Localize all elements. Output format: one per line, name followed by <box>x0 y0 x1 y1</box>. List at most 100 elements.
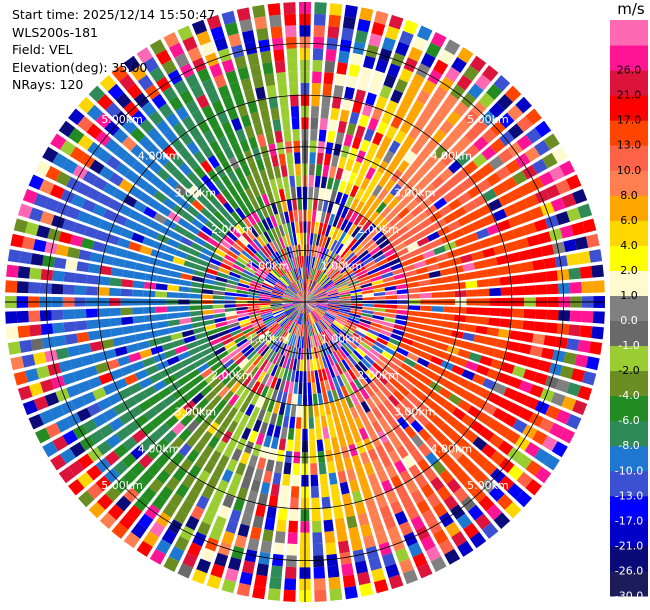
velocity-gate <box>159 367 173 379</box>
velocity-gate <box>315 291 326 297</box>
velocity-gate <box>384 412 396 426</box>
velocity-gate <box>157 387 172 400</box>
velocity-gate <box>372 458 384 473</box>
velocity-gate <box>332 376 340 389</box>
velocity-gate <box>299 359 304 372</box>
velocity-gate <box>187 224 200 236</box>
velocity-gate <box>463 65 480 82</box>
velocity-gate <box>368 81 381 95</box>
velocity-gate <box>325 542 337 555</box>
velocity-gate <box>293 299 305 302</box>
velocity-gate <box>252 4 266 19</box>
velocity-gate <box>149 220 163 232</box>
velocity-gate <box>283 260 290 272</box>
velocity-gate <box>212 464 225 479</box>
velocity-gate <box>410 141 424 155</box>
velocity-gate <box>312 285 322 295</box>
velocity-gate <box>357 512 370 527</box>
velocity-gate <box>167 277 181 285</box>
velocity-gate <box>157 328 171 337</box>
range-ring-label: 3.00km <box>175 186 217 199</box>
velocity-gate <box>354 329 366 338</box>
velocity-gate <box>515 435 531 451</box>
velocity-gate <box>248 454 259 468</box>
velocity-gate <box>318 320 326 331</box>
velocity-gate <box>350 52 363 67</box>
velocity-gate <box>355 125 366 139</box>
velocity-gate <box>331 154 340 168</box>
velocity-gate <box>478 92 495 109</box>
velocity-gate <box>320 332 327 344</box>
velocity-gate <box>532 430 548 446</box>
velocity-gate <box>188 248 201 258</box>
velocity-gate <box>313 566 326 579</box>
velocity-gate <box>427 231 440 242</box>
velocity-gate <box>352 263 364 272</box>
colorbar-bin <box>610 295 648 322</box>
velocity-gate <box>286 308 296 316</box>
velocity-gate <box>338 50 350 64</box>
velocity-gate <box>288 71 298 84</box>
velocity-gate <box>295 417 302 429</box>
velocity-gate <box>410 73 425 89</box>
velocity-gate <box>312 323 319 335</box>
velocity-gate <box>163 556 180 572</box>
velocity-gate <box>465 232 479 244</box>
velocity-gate <box>191 218 204 230</box>
velocity-gate <box>58 359 73 373</box>
velocity-gate <box>229 325 241 333</box>
velocity-gate <box>226 250 239 260</box>
velocity-gate <box>305 267 308 279</box>
velocity-gate <box>96 93 114 111</box>
velocity-gate <box>395 485 409 500</box>
velocity-gate <box>236 256 248 266</box>
velocity-gate <box>300 302 305 313</box>
velocity-gate <box>286 199 293 212</box>
velocity-gate <box>348 171 358 185</box>
velocity-gate <box>130 65 147 82</box>
velocity-gate <box>314 2 327 15</box>
velocity-gate <box>338 180 347 193</box>
velocity-gate <box>384 381 397 394</box>
velocity-gate <box>270 364 279 377</box>
velocity-gate <box>433 374 447 386</box>
velocity-gate <box>81 391 97 405</box>
velocity-gate <box>280 485 290 498</box>
velocity-gate <box>307 221 311 233</box>
velocity-gate <box>320 485 330 498</box>
velocity-gate <box>445 66 461 83</box>
velocity-gate <box>570 221 586 236</box>
velocity-gate <box>214 280 227 287</box>
velocity-gate <box>201 445 214 459</box>
velocity-gate <box>366 242 378 253</box>
velocity-gate <box>248 334 260 344</box>
velocity-gate <box>261 284 273 291</box>
velocity-gate <box>268 495 279 508</box>
velocity-gate <box>226 362 238 374</box>
velocity-gate <box>270 303 283 307</box>
velocity-gate <box>299 302 305 313</box>
velocity-gate <box>186 171 200 185</box>
velocity-gate <box>386 342 399 351</box>
velocity-gate <box>488 277 501 287</box>
velocity-gate <box>270 297 283 301</box>
velocity-gate <box>155 283 168 291</box>
velocity-gate <box>327 303 340 307</box>
velocity-gate <box>373 307 386 313</box>
velocity-gate <box>365 223 377 235</box>
velocity-gate <box>420 292 432 299</box>
velocity-gate <box>280 317 290 327</box>
velocity-gate <box>265 204 274 217</box>
velocity-gate <box>329 588 343 601</box>
velocity-gate <box>255 504 266 518</box>
velocity-gate <box>308 175 315 187</box>
velocity-gate <box>360 282 373 289</box>
velocity-gate <box>209 257 222 267</box>
velocity-gate <box>63 271 77 283</box>
velocity-gate <box>290 310 298 321</box>
velocity-gate <box>416 177 430 191</box>
velocity-gate <box>287 427 295 440</box>
velocity-gate <box>467 209 482 222</box>
velocity-gate <box>504 351 518 363</box>
velocity-gate <box>384 210 397 223</box>
